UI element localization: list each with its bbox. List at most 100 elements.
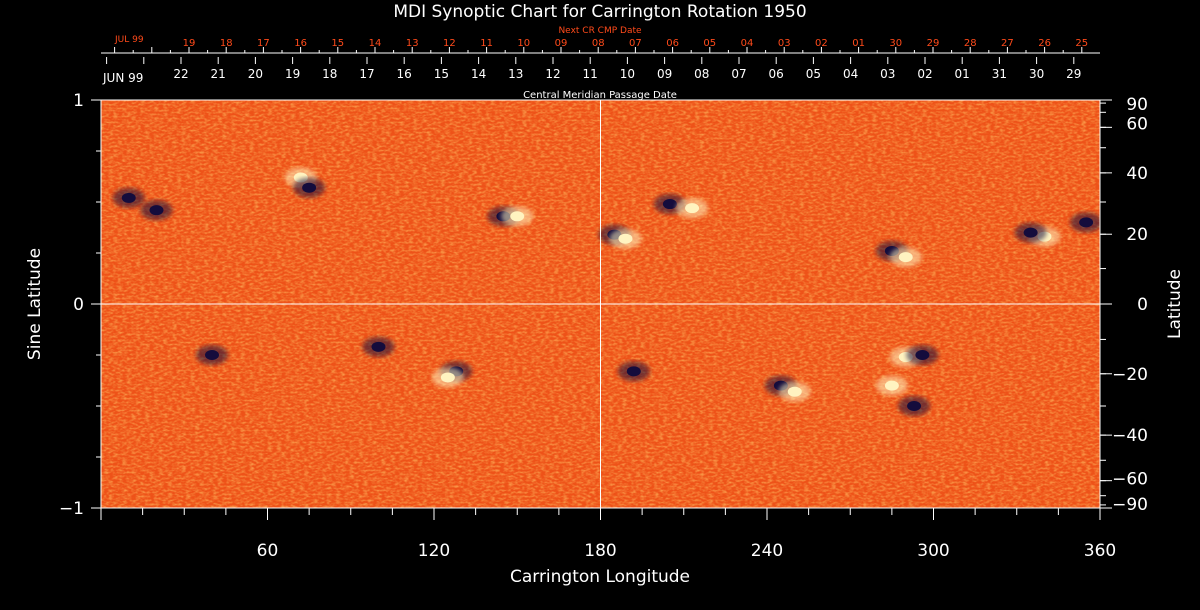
active-region-core [618, 233, 633, 244]
x-tick-label: 240 [751, 541, 783, 561]
y-tick-label-left: −1 [59, 499, 84, 519]
top-red-tick-label: 03 [778, 38, 791, 49]
top-white-tick-label: 31 [992, 67, 1007, 81]
top-red-tick-label: 25 [1075, 38, 1088, 49]
chart-title: MDI Synoptic Chart for Carrington Rotati… [393, 2, 806, 22]
active-region-core [371, 341, 386, 352]
top-red-tick-label: 13 [406, 38, 419, 49]
x-tick-label: 360 [1084, 541, 1116, 561]
active-region-core [787, 386, 802, 397]
y-tick-label-left: 1 [73, 91, 84, 111]
top-white-tick-label: 16 [397, 67, 412, 81]
active-region-core [898, 252, 913, 263]
y-tick-label-right: −90 [1112, 495, 1148, 515]
active-region-core [205, 350, 219, 360]
y-tick-label-right: −20 [1112, 365, 1148, 385]
y-tick-label-right: 40 [1126, 164, 1148, 184]
top-white-tick-label: 02 [917, 67, 932, 81]
y-tick-label-right: 20 [1126, 225, 1148, 245]
top-red-tick-label: 12 [443, 38, 456, 49]
top-red-tick-label: 26 [1038, 38, 1051, 49]
top-white-month-label: JUN 99 [102, 71, 143, 85]
active-region-core [149, 205, 164, 216]
active-region-core [626, 366, 641, 377]
top-red-tick-label: 05 [703, 38, 716, 49]
x-tick-label: 180 [584, 541, 616, 561]
active-region-core [510, 211, 525, 222]
top-red-axis: 19 18 17 16 15 14 13 12 11 10 09 08 07 06 05 04 03 02 01 30… [101, 38, 1100, 54]
top-red-tick-label: 04 [741, 38, 754, 49]
top-white-tick-label: 20 [248, 67, 263, 81]
top-red-tick-label: 01 [852, 38, 865, 49]
top-white-tick-label: 21 [211, 67, 226, 81]
top-white-tick-label: 18 [322, 67, 337, 81]
top-white-tick-label: 22 [173, 67, 188, 81]
top-red-tick-label: 11 [480, 38, 493, 49]
top-white-tick-label: 15 [434, 67, 449, 81]
top-white-tick-label: 03 [880, 67, 895, 81]
active-region-core [685, 203, 700, 214]
active-region-core [302, 182, 317, 193]
top-red-tick-label: 10 [517, 38, 530, 49]
top-red-tick-label: 29 [927, 38, 940, 49]
top-white-tick-label: 29 [1066, 67, 1081, 81]
y-tick-label-right: 60 [1126, 114, 1148, 134]
top-red-tick-label: 15 [331, 38, 344, 49]
top-white-tick-label: 07 [731, 67, 746, 81]
y-tick-label-right: −60 [1112, 470, 1148, 490]
top-red-tick-label: 14 [369, 38, 382, 49]
active-region-core [440, 372, 455, 383]
x-tick-label: 300 [917, 541, 949, 561]
active-region-core [1023, 227, 1038, 238]
top-white-tick-label: 08 [694, 67, 709, 81]
x-tick-label: 120 [418, 541, 450, 561]
x-tick-label: 60 [257, 541, 279, 561]
active-region-core [662, 199, 677, 210]
active-region-core [121, 192, 136, 203]
top-white-axis: 22 21 20 19 18 17 16 15 14 13 12 11 10 09 08 07 06 05 04 03… [106, 57, 1081, 81]
top-red-tick-label: 07 [629, 38, 642, 49]
active-regions [112, 167, 1100, 416]
top-red-tick-label: 08 [592, 38, 605, 49]
y-tick-label-left: 0 [73, 295, 84, 315]
x-axis-label: Carrington Longitude [510, 567, 690, 587]
y-axis-label-right: Latitude [1165, 269, 1185, 339]
top-red-tick-label: 09 [555, 38, 568, 49]
active-region-core [884, 380, 899, 391]
top-red-tick-label: 28 [964, 38, 977, 49]
top-white-tick-label: 04 [843, 67, 858, 81]
top-white-tick-label: 01 [955, 67, 970, 81]
top-white-axis-title: Central Meridian Passage Date [523, 90, 677, 101]
top-red-tick-label: 16 [294, 38, 307, 49]
top-white-tick-label: 19 [285, 67, 300, 81]
top-red-axis-title: Next CR CMP Date [558, 26, 642, 36]
top-red-tick-label: 30 [889, 38, 902, 49]
active-region-core [915, 350, 930, 360]
plot-area [101, 100, 1100, 508]
active-region-core [907, 401, 922, 411]
y-axis-label-left: Sine Latitude [25, 248, 45, 360]
top-white-tick-label: 12 [545, 67, 560, 81]
top-red-tick-label: 17 [257, 38, 270, 49]
x-axis: 60 120 180 240 300 360 [100, 508, 1116, 561]
y-tick-label-right: 90 [1126, 95, 1148, 115]
top-white-tick-label: 10 [620, 67, 635, 81]
y-tick-label-right: 0 [1137, 295, 1148, 315]
top-red-tick-label: 27 [1001, 38, 1014, 49]
top-red-tick-label: 06 [666, 38, 679, 49]
top-white-tick-label: 05 [806, 67, 821, 81]
active-region-core [1079, 217, 1094, 228]
top-red-tick-label: 02 [815, 38, 828, 49]
top-white-tick-label: 14 [471, 67, 486, 81]
top-white-tick-label: 30 [1029, 67, 1044, 81]
top-white-tick-label: 13 [508, 67, 523, 81]
top-white-tick-label: 11 [583, 67, 598, 81]
top-white-tick-label: 17 [359, 67, 374, 81]
top-red-tick-label: 19 [183, 38, 196, 49]
top-red-month-label: JUL 99 [114, 35, 144, 45]
top-white-tick-label: 06 [769, 67, 784, 81]
y-axis-left: 1 0 −1 [59, 91, 101, 519]
top-white-tick-label: 09 [657, 67, 672, 81]
